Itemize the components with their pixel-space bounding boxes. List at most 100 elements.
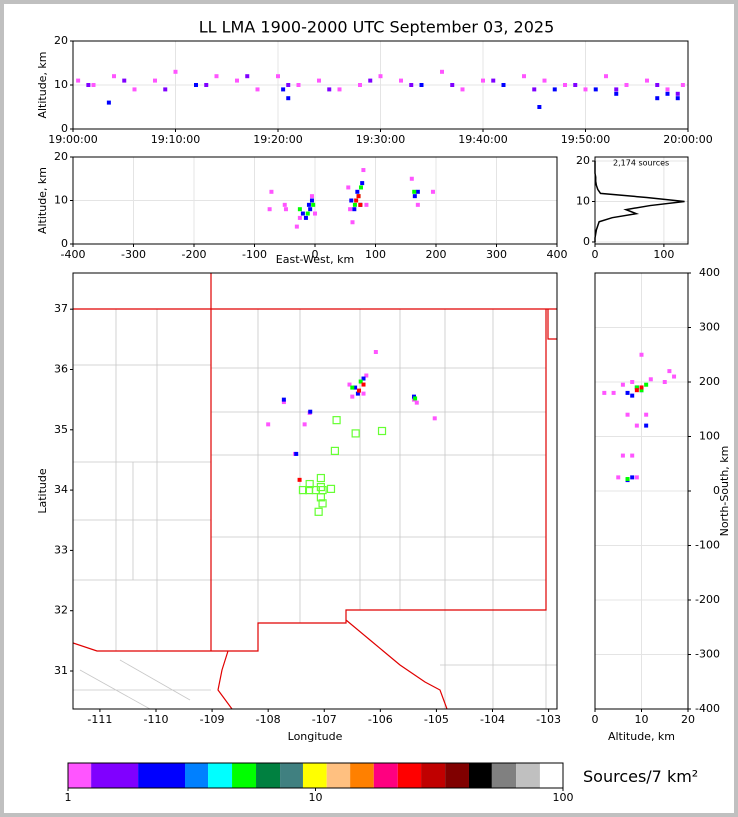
source-point — [353, 385, 358, 390]
source-point — [644, 412, 649, 417]
source-point — [276, 74, 280, 79]
x-tick-label: 200 — [426, 248, 447, 261]
colorbar-segment — [350, 763, 374, 788]
source-point — [300, 211, 305, 216]
source-point — [675, 91, 680, 96]
source-point — [639, 388, 644, 393]
x-tick-label: 19:40:00 — [458, 133, 507, 146]
source-point — [308, 207, 313, 212]
source-point — [522, 74, 526, 79]
source-point — [501, 83, 506, 87]
colorbar-segment — [468, 763, 492, 788]
station — [332, 416, 341, 425]
source-point — [655, 83, 660, 87]
source-point — [414, 400, 419, 405]
axes-frame — [594, 156, 689, 245]
y-tick-label: 400 — [699, 266, 720, 279]
source-point — [634, 423, 639, 428]
source-point — [281, 87, 286, 92]
source-point — [354, 198, 359, 203]
source-point — [409, 176, 414, 181]
source-point — [311, 202, 316, 207]
colorbar-segment — [138, 763, 186, 788]
source-point — [337, 87, 342, 92]
source-point — [309, 198, 314, 203]
y-axis-label: Latitude — [36, 468, 49, 514]
x-tick-label: -107 — [312, 713, 337, 726]
colorbar-tick-label: 10 — [309, 791, 323, 804]
x-tick-label: -400 — [61, 248, 86, 261]
y-tick-label: 33 — [54, 543, 68, 556]
source-point — [281, 397, 286, 402]
y-tick-label: 34 — [54, 483, 68, 496]
source-point — [153, 78, 157, 83]
source-point — [616, 475, 621, 480]
colorbar-segment — [91, 763, 139, 788]
source-point — [419, 83, 424, 87]
source-point — [294, 451, 299, 456]
source-point — [662, 380, 667, 384]
source-point — [358, 379, 363, 384]
source-point — [563, 83, 567, 87]
x-tick-label: -200 — [182, 248, 207, 261]
source-point — [630, 475, 635, 480]
source-point — [655, 96, 660, 101]
source-point — [644, 423, 649, 428]
station — [351, 429, 360, 438]
source-point — [460, 87, 465, 92]
x-tick-label: 20 — [681, 713, 695, 726]
source-point — [86, 83, 91, 87]
source-point — [361, 391, 366, 396]
source-point — [356, 194, 361, 199]
x-tick-label: -100 — [242, 248, 267, 261]
source-point — [413, 396, 418, 401]
colorbar-segment — [373, 763, 398, 788]
x-axis-label: Longitude — [288, 730, 343, 743]
source-point — [347, 382, 352, 387]
source-point — [440, 69, 444, 74]
y-tick-label: 0 — [713, 484, 720, 497]
source-point — [346, 185, 351, 190]
y-axis-label: North-South, km — [718, 446, 731, 537]
y-axis-label: Altitude, km — [36, 167, 49, 234]
y-tick-label: -200 — [695, 593, 720, 606]
source-point — [602, 390, 607, 395]
colorbar-segment — [208, 763, 233, 788]
source-point — [306, 202, 311, 207]
source-point — [624, 83, 629, 87]
y-tick-label: 0 — [61, 237, 68, 250]
source-point — [352, 202, 357, 207]
state-borders — [73, 273, 557, 709]
colorbar-segment — [445, 763, 469, 788]
y-tick-label: 0 — [61, 122, 68, 135]
source-point — [355, 391, 360, 396]
x-tick-label: -109 — [200, 713, 225, 726]
station — [326, 484, 336, 493]
source-point — [204, 83, 209, 87]
colorbar-segment — [539, 763, 563, 788]
colorbar-segment — [326, 763, 351, 788]
y-tick-label: 300 — [699, 321, 720, 334]
y-tick-label: -300 — [695, 648, 720, 661]
source-point — [283, 207, 288, 212]
source-point — [122, 78, 127, 83]
source-point — [348, 207, 353, 212]
source-point — [614, 87, 619, 92]
colorbar-segment — [185, 763, 209, 788]
x-tick-label: -300 — [121, 248, 146, 261]
source-point — [361, 382, 366, 387]
source-point — [378, 74, 383, 79]
colorbar-segment — [516, 763, 540, 788]
source-point — [450, 83, 455, 87]
source-point — [630, 393, 635, 398]
x-tick-label: -110 — [144, 713, 169, 726]
chart-title: LL LMA 1900-2000 UTC September 03, 2025 — [199, 18, 555, 37]
colorbar-label: Sources/7 km² — [583, 767, 698, 786]
source-point — [267, 207, 272, 212]
source-point — [358, 202, 363, 207]
source-point — [255, 87, 260, 92]
source-point — [350, 394, 355, 399]
source-point — [305, 211, 310, 216]
station — [298, 485, 308, 495]
source-point — [491, 78, 496, 83]
